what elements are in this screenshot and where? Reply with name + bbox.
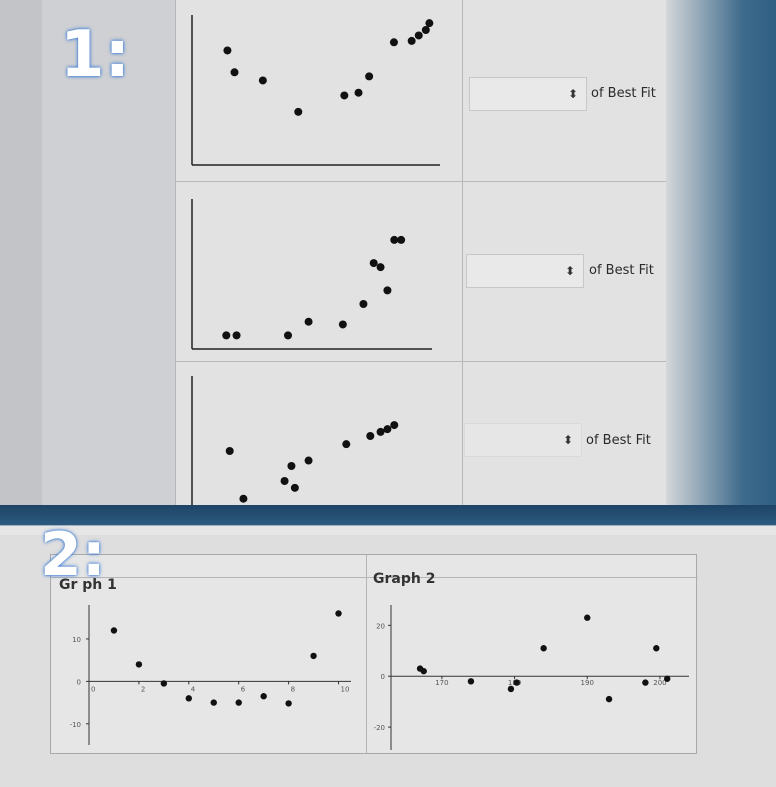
data-point [222, 331, 231, 340]
scatter-plot-cell-2 [176, 181, 463, 361]
data-point [294, 107, 303, 116]
data-point [160, 680, 168, 687]
x-tick-label: 200 [653, 679, 666, 687]
data-point [225, 447, 234, 455]
screen-right-margin [664, 0, 776, 520]
dropdown-arrows-icon: ⬍ [564, 264, 575, 278]
x-tick-label: 170 [435, 679, 448, 687]
handwritten-marker-2: 2: [40, 520, 106, 590]
graph-1-title: Gr ph 1 [59, 577, 117, 593]
question-row-3: ⬍ of Best Fit [176, 361, 666, 521]
y-tick-label: -10 [70, 721, 81, 729]
x-tick-label: 190 [581, 679, 594, 687]
data-point [605, 695, 613, 703]
data-point [232, 331, 241, 340]
scatter-plot-2 [191, 199, 432, 350]
data-point [280, 477, 289, 485]
data-point [310, 652, 317, 660]
data-point [414, 31, 423, 40]
data-point [383, 286, 392, 295]
data-point [421, 26, 430, 34]
data-point [376, 427, 385, 436]
data-point [376, 263, 385, 272]
y-tick-label: -20 [374, 724, 385, 732]
data-point [335, 610, 342, 617]
data-point [389, 38, 398, 47]
data-point [110, 627, 118, 634]
graph-2-plot: 200-20170180190200 [374, 605, 689, 750]
x-tick-label: 4 [191, 685, 196, 693]
dropdown-arrows-icon: ⬍ [567, 87, 578, 101]
data-point [425, 19, 434, 28]
graph-2-title: Graph 2 [373, 571, 436, 587]
data-point [290, 483, 299, 492]
data-point [284, 331, 292, 340]
data-point [366, 432, 375, 440]
best-fit-dropdown-1[interactable]: ⬍ [469, 77, 587, 111]
scatter-plot-1 [191, 15, 440, 166]
screen-left-edge [0, 0, 42, 520]
data-point [210, 699, 217, 706]
x-tick-label: 8 [291, 685, 295, 693]
data-point [369, 259, 378, 268]
best-fit-question-table: ⬍ of Best Fit ⬍ of Best Fit ⬍ of Best Fi… [175, 0, 666, 521]
data-point [365, 72, 374, 81]
best-fit-label-2: of Best Fit [589, 263, 654, 278]
data-point [383, 425, 392, 434]
question-row-2: ⬍ of Best Fit [176, 181, 666, 362]
scatter-plot-3 [191, 376, 399, 521]
data-point [467, 678, 475, 685]
data-point [642, 679, 649, 686]
graph-1-plot: 10 0 -10 0 2 4 6 8 10 [70, 605, 351, 745]
data-point [287, 462, 296, 470]
y-tick-label: 10 [72, 636, 81, 644]
dropdown-arrows-icon: ⬍ [562, 433, 573, 447]
y-tick-label: 0 [77, 678, 81, 686]
panel-column-separator [366, 555, 367, 753]
panel-title-separator [51, 577, 698, 578]
data-point [340, 91, 349, 100]
data-point [185, 695, 193, 702]
x-tick-label: 6 [241, 685, 246, 693]
data-point [390, 235, 399, 244]
data-point [260, 693, 267, 700]
best-fit-label-1: of Best Fit [591, 86, 656, 101]
data-point [285, 700, 292, 707]
data-point [258, 76, 267, 85]
data-point [390, 421, 399, 430]
data-point [223, 46, 232, 55]
data-point [230, 68, 239, 77]
data-point [397, 235, 406, 244]
x-tick-label: 2 [141, 685, 145, 693]
data-point [407, 36, 416, 45]
data-point [507, 685, 515, 693]
data-point [304, 456, 313, 465]
data-point [540, 645, 547, 652]
data-point [354, 88, 363, 97]
y-tick-label: 0 [381, 673, 385, 681]
graphs-panel: Gr ph 1 Graph 2 10 0 -10 0 2 4 6 8 10 20 0 -20 170 1… [50, 554, 698, 754]
handwritten-marker-1: 1: [60, 18, 131, 92]
data-point [359, 300, 368, 308]
scatter-plot-cell-3 [176, 361, 463, 521]
data-point [420, 667, 427, 675]
best-fit-dropdown-2[interactable]: ⬍ [466, 254, 584, 288]
data-point [239, 494, 248, 503]
data-point [338, 320, 347, 329]
data-point [513, 679, 520, 686]
data-point [342, 440, 351, 449]
best-fit-dropdown-3[interactable]: ⬍ [464, 423, 582, 457]
question-row-1: ⬍ of Best Fit [176, 0, 666, 182]
data-point [663, 675, 671, 682]
data-point [304, 317, 313, 326]
x-tick-label: 0 [91, 685, 95, 693]
best-fit-label-3: of Best Fit [586, 433, 651, 448]
data-point [235, 699, 242, 706]
data-point [653, 645, 660, 652]
data-point [584, 614, 591, 621]
data-point [135, 661, 143, 668]
y-tick-label: 20 [376, 622, 385, 630]
scatter-plot-cell-1 [176, 0, 463, 181]
x-tick-label: 10 [341, 685, 350, 693]
